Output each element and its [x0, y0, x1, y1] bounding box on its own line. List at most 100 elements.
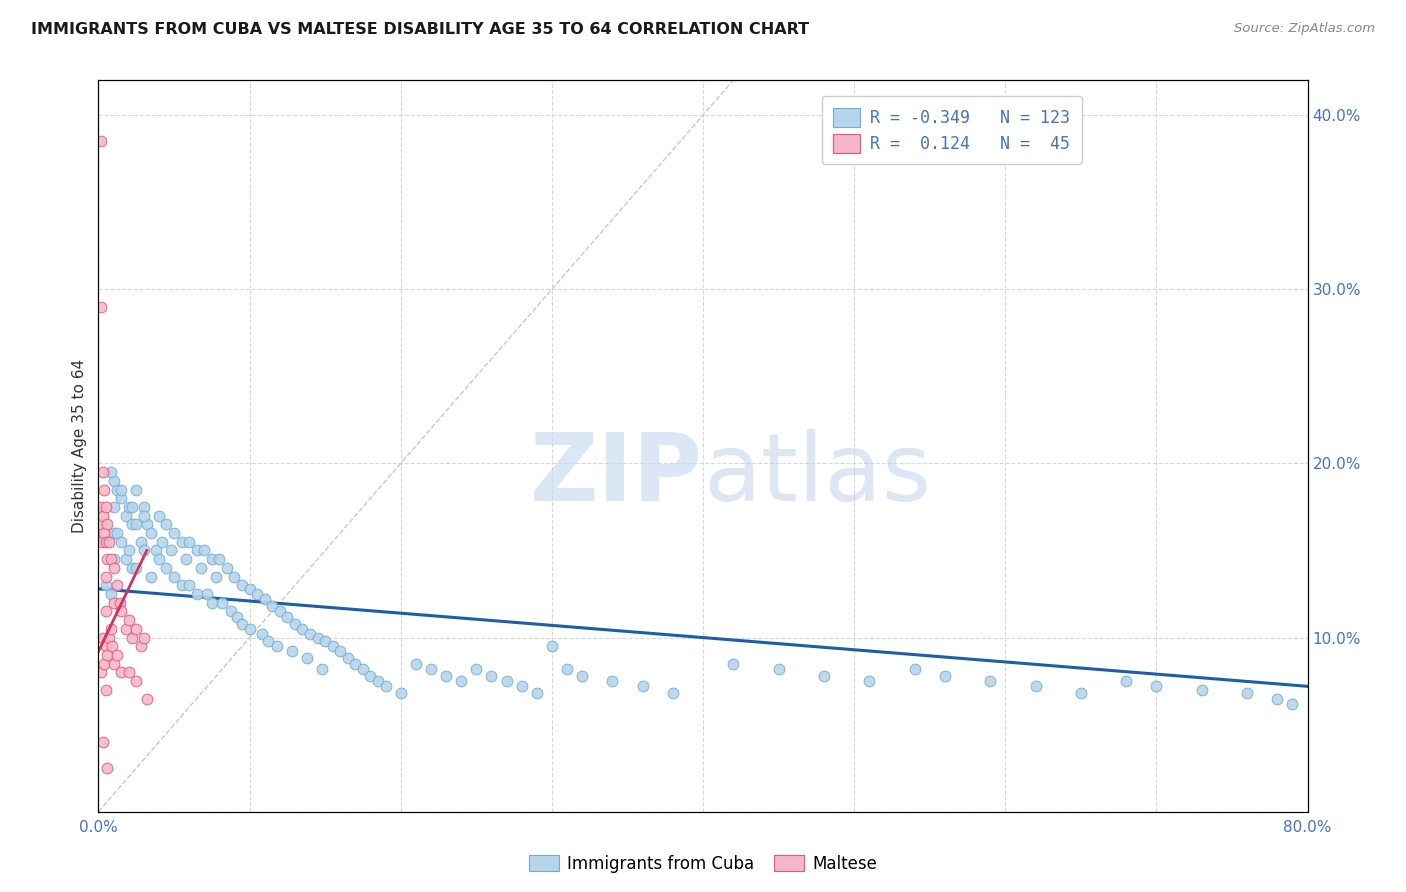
Point: [90, 134, 112, 148]
Point: [103, 561, 125, 575]
Point: [360, 669, 382, 683]
Point: [405, 657, 427, 671]
Point: [132, 631, 155, 645]
Point: [90, 665, 112, 680]
Point: [201, 552, 224, 566]
Text: ZIP: ZIP: [530, 429, 703, 521]
Point: [555, 662, 578, 676]
Point: [768, 662, 790, 676]
Point: [96, 648, 118, 662]
Point: [979, 674, 1001, 689]
Point: [186, 543, 208, 558]
Point: [135, 691, 157, 706]
Point: [858, 674, 880, 689]
Point: [105, 526, 128, 541]
Point: [389, 686, 412, 700]
Point: [132, 508, 155, 523]
Point: [322, 640, 344, 654]
Y-axis label: Disability Age 35 to 64: Disability Age 35 to 64: [72, 359, 87, 533]
Point: [105, 483, 128, 497]
Point: [307, 631, 329, 645]
Point: [239, 622, 262, 636]
Point: [100, 622, 122, 636]
Legend: Immigrants from Cuba, Maltese: Immigrants from Cuba, Maltese: [522, 848, 884, 880]
Point: [96, 517, 118, 532]
Point: [125, 517, 148, 532]
Point: [90, 534, 112, 549]
Point: [93, 657, 115, 671]
Point: [250, 627, 273, 641]
Point: [723, 657, 745, 671]
Point: [299, 627, 322, 641]
Point: [114, 508, 136, 523]
Point: [510, 679, 533, 693]
Point: [367, 674, 389, 689]
Text: atlas: atlas: [703, 429, 931, 521]
Point: [148, 552, 170, 566]
Point: [420, 662, 443, 676]
Point: [121, 631, 143, 645]
Point: [103, 500, 125, 514]
Point: [211, 596, 233, 610]
Point: [125, 674, 148, 689]
Point: [141, 526, 163, 541]
Point: [253, 592, 276, 607]
Point: [1024, 679, 1046, 693]
Point: [96, 761, 118, 775]
Point: [101, 640, 124, 654]
Point: [352, 662, 374, 676]
Point: [195, 587, 218, 601]
Point: [284, 616, 307, 631]
Point: [813, 669, 835, 683]
Point: [1144, 679, 1167, 693]
Point: [121, 500, 143, 514]
Point: [329, 644, 352, 658]
Point: [221, 604, 243, 618]
Point: [129, 534, 152, 549]
Point: [1115, 674, 1137, 689]
Point: [118, 543, 141, 558]
Point: [91, 631, 114, 645]
Point: [226, 609, 249, 624]
Point: [174, 552, 197, 566]
Point: [190, 561, 212, 575]
Point: [193, 543, 215, 558]
Point: [1070, 686, 1092, 700]
Point: [481, 669, 503, 683]
Point: [170, 534, 193, 549]
Point: [434, 669, 457, 683]
Point: [344, 657, 367, 671]
Point: [571, 669, 593, 683]
Point: [91, 735, 114, 749]
Point: [239, 582, 262, 596]
Point: [125, 483, 148, 497]
Point: [103, 596, 125, 610]
Point: [170, 578, 193, 592]
Point: [295, 651, 318, 665]
Point: [205, 569, 228, 583]
Point: [94, 578, 117, 592]
Point: [540, 640, 562, 654]
Point: [110, 491, 132, 506]
Point: [118, 613, 141, 627]
Point: [125, 622, 148, 636]
Point: [311, 662, 333, 676]
Point: [179, 534, 201, 549]
Point: [163, 569, 186, 583]
Point: [129, 640, 152, 654]
Point: [90, 300, 112, 314]
Point: [94, 500, 117, 514]
Point: [281, 644, 304, 658]
Point: [201, 596, 224, 610]
Point: [103, 526, 125, 541]
Point: [100, 465, 122, 479]
Point: [110, 534, 132, 549]
Point: [904, 662, 927, 676]
Point: [103, 474, 125, 488]
Point: [160, 543, 183, 558]
Point: [93, 526, 115, 541]
Point: [114, 552, 136, 566]
Text: IMMIGRANTS FROM CUBA VS MALTESE DISABILITY AGE 35 TO 64 CORRELATION CHART: IMMIGRANTS FROM CUBA VS MALTESE DISABILI…: [31, 22, 808, 37]
Point: [98, 631, 121, 645]
Point: [110, 483, 132, 497]
